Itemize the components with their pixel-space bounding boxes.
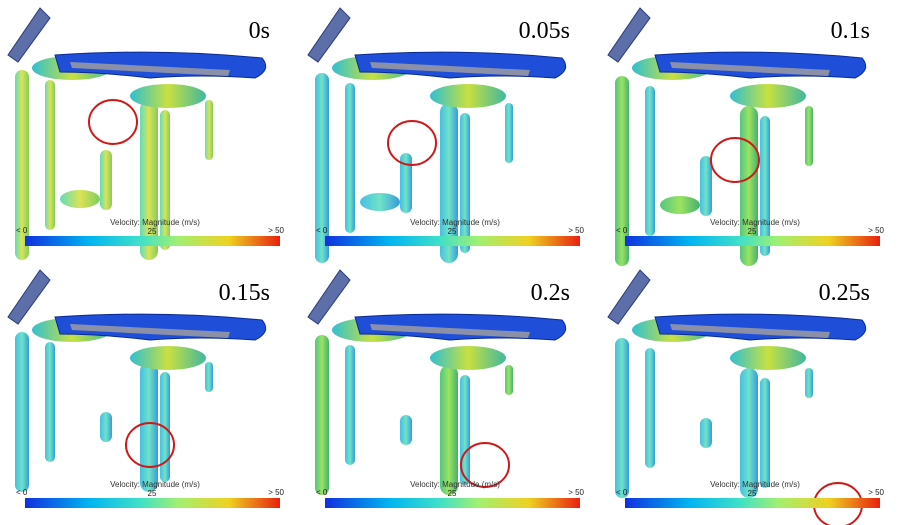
page: 0sVelocity: Magnitude (m/s)< 025> 500.05… (0, 0, 899, 525)
wing-left (608, 270, 650, 324)
vortex-tube (700, 156, 712, 216)
colorbar-mid: 25 (148, 489, 157, 498)
time-label: 0.2s (531, 280, 570, 306)
colorbar-max: > 50 (568, 488, 584, 497)
time-label: 0.05s (519, 18, 570, 44)
vortex-tube (805, 368, 813, 398)
vortex-tube (805, 106, 813, 166)
panel: 0.2s Velocity: Magnitude (m/s) < 0 25 > 50 (308, 270, 585, 508)
vortex-tube (360, 193, 400, 211)
figure: 0sVelocity: Magnitude (m/s)< 025> 500.05… (0, 0, 899, 525)
vortex-tube (645, 86, 655, 236)
wing-left (308, 8, 350, 62)
vortex-tube (345, 345, 355, 465)
colorbar-title: Velocity: Magnitude (m/s) (110, 218, 200, 227)
colorbar-min: < 0 (16, 488, 28, 497)
rotor-disk (130, 84, 206, 108)
colorbar-title: Velocity: Magnitude (m/s) (410, 218, 500, 227)
time-label: 0.15s (219, 280, 270, 306)
panel: 0s Velocity: Magnitude (m/s) < 0 25 > 50 (8, 8, 285, 260)
vortex-tube (45, 342, 55, 462)
rotor-disk (730, 84, 806, 108)
colorbar (625, 236, 880, 246)
wing-left (8, 270, 50, 324)
highlight-circle (388, 121, 436, 165)
colorbar (325, 236, 580, 246)
wing-left (608, 8, 650, 62)
colorbar (25, 498, 280, 508)
vortex-tube (700, 418, 712, 448)
panel: 0.05s Velocity: Magnitude (m/s) < 0 25 > 50 (308, 8, 585, 263)
colorbar-min: < 0 (16, 226, 28, 235)
panel: 0.25s Velocity: Magnitude (m/s) < 0 25 > 50 (608, 270, 885, 525)
vortex-tube (160, 110, 170, 250)
vortex-tube (760, 378, 770, 488)
colorbar-max: > 50 (268, 488, 284, 497)
colorbar-min: < 0 (616, 226, 628, 235)
colorbar-mid: 25 (148, 227, 157, 236)
vortex-tube (205, 100, 213, 160)
colorbar-mid: 25 (748, 489, 757, 498)
rotor-disk (430, 346, 506, 370)
wing-left (8, 8, 50, 62)
vortex-tube (460, 113, 470, 253)
vortex-tube (15, 332, 29, 492)
vortex-tube (100, 150, 112, 210)
vortex-tube (140, 362, 158, 492)
time-label: 0s (249, 18, 270, 44)
wing-left (308, 270, 350, 324)
highlight-circle (89, 100, 137, 144)
vortex-tube (100, 412, 112, 442)
time-label: 0.25s (819, 280, 870, 306)
vortex-tube (660, 196, 700, 214)
vortex-tube (505, 365, 513, 395)
rotor-disk (730, 346, 806, 370)
colorbar-min: < 0 (316, 226, 328, 235)
panel: 0.15s Velocity: Magnitude (m/s) < 0 25 > 50 (8, 270, 285, 508)
colorbar-max: > 50 (268, 226, 284, 235)
colorbar-title: Velocity: Magnitude (m/s) (710, 218, 800, 227)
colorbar (25, 236, 280, 246)
colorbar-max: > 50 (868, 226, 884, 235)
colorbar-title: Velocity: Magnitude (m/s) (710, 480, 800, 489)
vortex-tube (740, 368, 758, 498)
colorbar-min: < 0 (316, 488, 328, 497)
vortex-tube (315, 335, 329, 495)
colorbar-mid: 25 (448, 227, 457, 236)
vortex-tube (205, 362, 213, 392)
vortex-tube (60, 190, 100, 208)
colorbar (625, 498, 880, 508)
vortex-tube (440, 365, 458, 495)
colorbar-mid: 25 (448, 489, 457, 498)
colorbar (325, 498, 580, 508)
time-label: 0.1s (831, 18, 870, 44)
vortex-tube (345, 83, 355, 233)
colorbar-title: Velocity: Magnitude (m/s) (410, 480, 500, 489)
colorbar-max: > 50 (868, 488, 884, 497)
rotor-disk (130, 346, 206, 370)
vortex-tube (45, 80, 55, 230)
vortex-tube (615, 338, 629, 498)
vortex-tube (400, 415, 412, 445)
vortex-tube (505, 103, 513, 163)
vortex-tube (760, 116, 770, 256)
colorbar-title: Velocity: Magnitude (m/s) (110, 480, 200, 489)
colorbar-max: > 50 (568, 226, 584, 235)
rotor-disk (430, 84, 506, 108)
panel: 0.1s Velocity: Magnitude (m/s) < 0 25 > 50 (608, 8, 885, 266)
vortex-tube (645, 348, 655, 468)
colorbar-min: < 0 (616, 488, 628, 497)
colorbar-mid: 25 (748, 227, 757, 236)
